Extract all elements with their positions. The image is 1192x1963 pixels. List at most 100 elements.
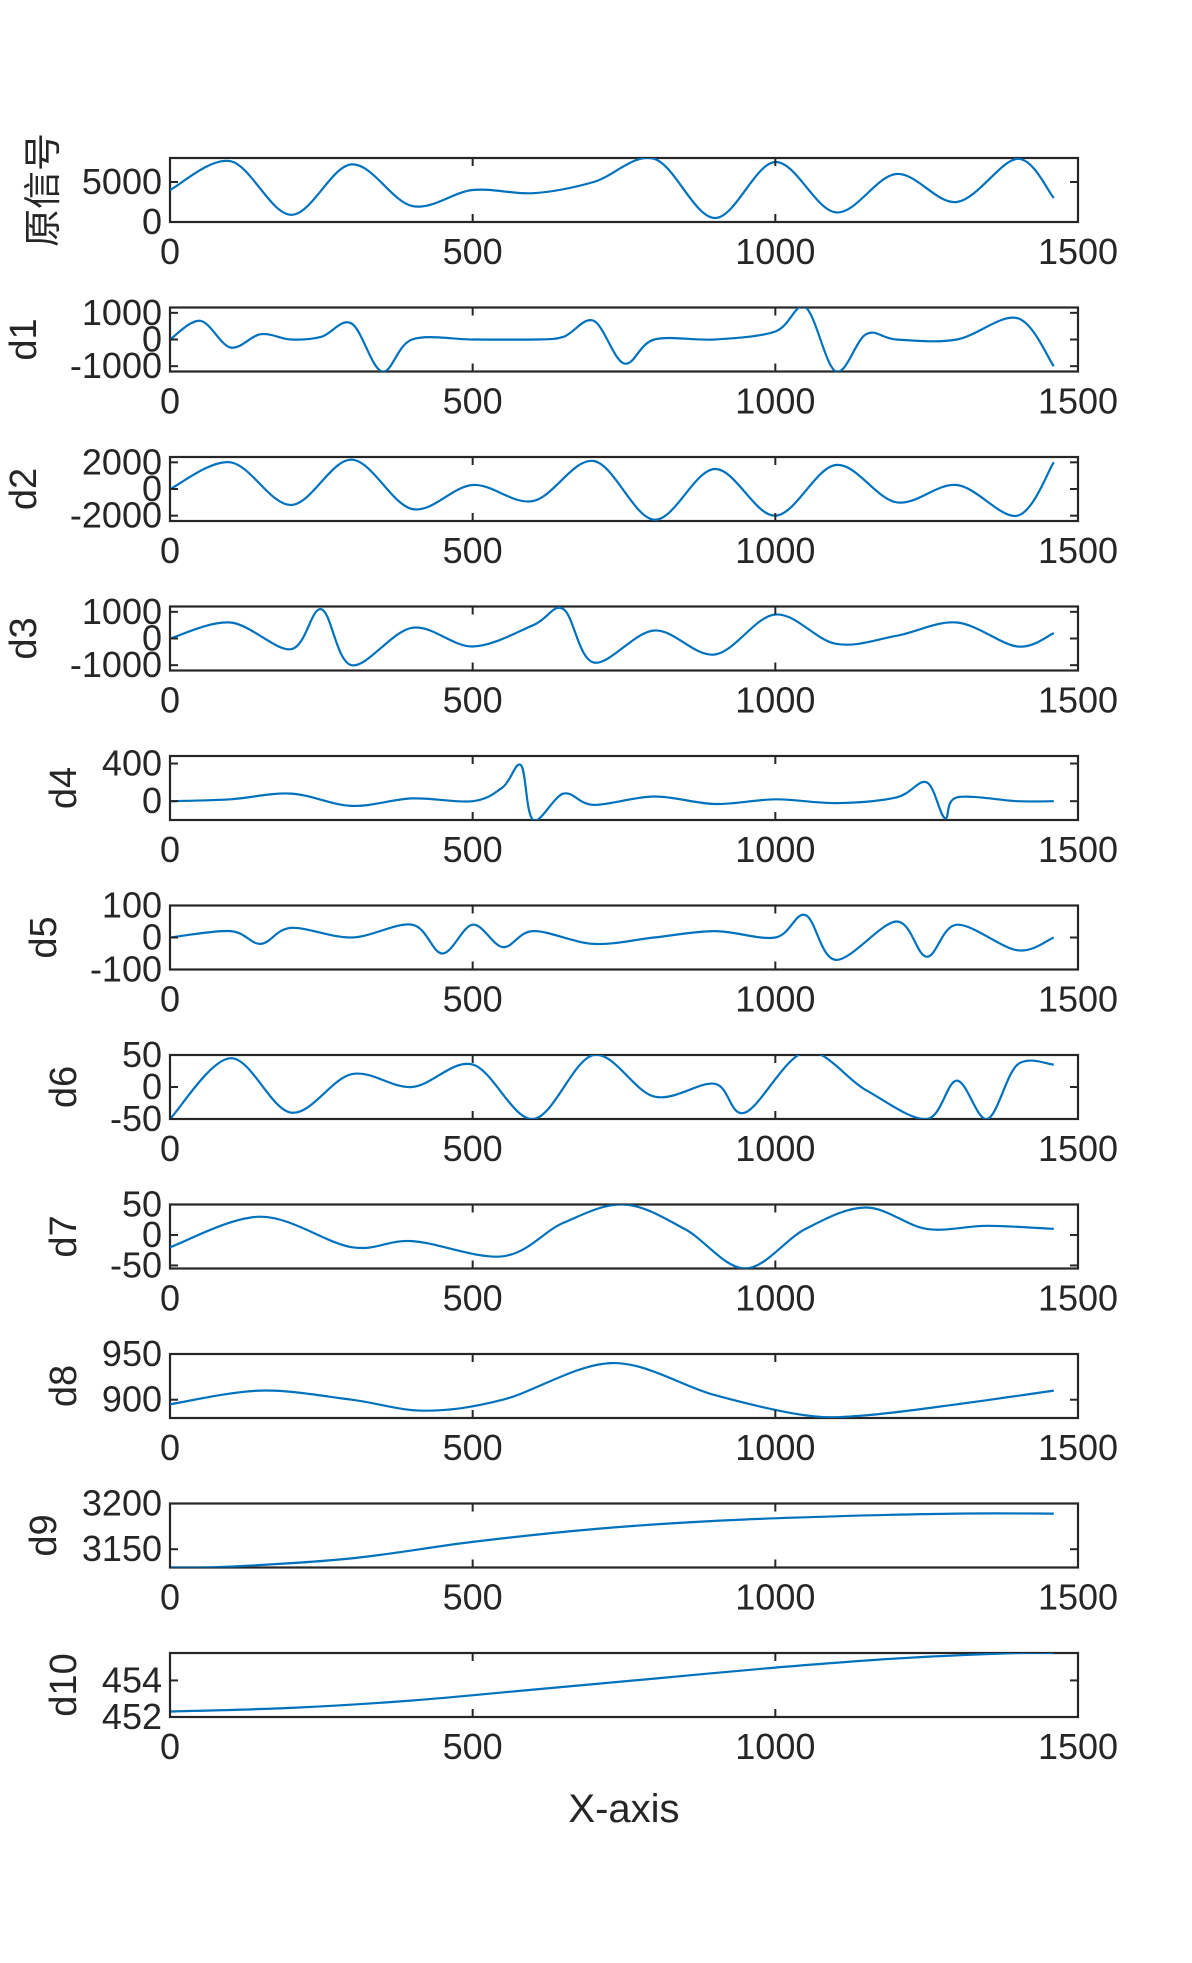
x-tick-label: 500 [443,829,503,870]
y-tick-label: 0 [142,1214,162,1255]
x-tick-label: 1000 [735,1278,815,1319]
x-tick-label: 1000 [735,1577,815,1618]
x-tick-label: 0 [160,530,180,571]
x-tick-label: 500 [443,680,503,721]
y-tick-label: -50 [110,1098,162,1139]
y-axis-label: 原信号 [23,133,65,247]
x-tick-label: 1500 [1038,1726,1118,1767]
x-tick-label: 500 [443,979,503,1020]
x-tick-label: 500 [443,1577,503,1618]
y-tick-label: 400 [102,743,162,784]
x-tick-label: 0 [160,231,180,272]
axes-box [168,754,1080,822]
series-line [170,458,1055,521]
x-tick-label: 1500 [1038,1128,1118,1169]
axes-box [168,455,1080,523]
y-axis-label: d7 [43,1215,85,1257]
x-tick-label: 1500 [1038,829,1118,870]
x-tick-label: 0 [160,381,180,422]
series-line [170,1361,1054,1418]
x-tick-label: 1500 [1038,680,1118,721]
axes-box [168,1053,1080,1121]
y-tick-label: -1000 [70,644,162,685]
x-tick-label: 500 [443,1427,503,1468]
x-tick-label: 1000 [735,1726,815,1767]
series-line [170,1055,1054,1119]
y-tick-label: 950 [102,1333,162,1374]
y-tick-label: 5000 [82,161,162,202]
y-axis-label: d6 [43,1066,85,1108]
x-tick-label: 0 [160,680,180,721]
series-line [170,1204,1054,1269]
y-tick-label: 0 [142,780,162,821]
series-line [170,763,1054,820]
x-tick-label: 1000 [735,381,815,422]
x-tick-label: 1000 [735,231,815,272]
x-tick-label: 1000 [735,530,815,571]
x-tick-label: 1000 [735,1128,815,1169]
y-tick-label: 0 [142,917,162,958]
y-tick-label: 0 [142,468,162,509]
x-tick-label: 500 [443,231,503,272]
axes-box [168,904,1080,971]
y-axis-label: d9 [23,1514,65,1556]
series-line [170,606,1055,667]
x-tick-label: 1000 [735,979,815,1020]
y-tick-label: 900 [102,1379,162,1420]
y-axis-label: d8 [43,1365,85,1407]
x-tick-label: 500 [443,530,503,571]
x-tick-label: 1500 [1038,1278,1118,1319]
x-tick-label: 500 [443,1726,503,1767]
series-line [170,913,1055,962]
x-tick-label: 1000 [735,829,815,870]
x-axis-label: X-axis [568,1787,679,1831]
x-tick-label: 1500 [1038,530,1118,571]
y-tick-label: 50 [122,1034,162,1075]
series-line [170,158,1055,220]
series-line [170,307,1055,372]
y-tick-label: -50 [110,1244,162,1285]
y-tick-label: 0 [142,1066,162,1107]
y-axis-label: d4 [43,767,85,809]
y-tick-label: 0 [142,201,162,242]
axes-box [168,605,1080,672]
y-tick-label: 454 [102,1659,162,1700]
x-tick-label: 1500 [1038,979,1118,1020]
y-tick-label: 3150 [82,1528,162,1569]
x-tick-label: 500 [443,381,503,422]
x-tick-label: 0 [160,1577,180,1618]
x-tick-label: 1000 [735,680,815,721]
x-tick-label: 0 [160,829,180,870]
x-tick-label: 500 [443,1128,503,1169]
y-axis-label: d5 [23,916,65,958]
x-tick-label: 0 [160,1726,180,1767]
y-axis-label: d10 [43,1653,85,1716]
x-tick-label: 1500 [1038,1577,1118,1618]
x-tick-label: 500 [443,1278,503,1319]
y-tick-label: 3200 [82,1483,162,1524]
subplot-9: 0 500 1000 1500 900 950 d8 [43,1333,1118,1468]
x-tick-label: 1000 [735,1427,815,1468]
y-axis-label: d2 [3,468,45,510]
x-tick-label: 0 [160,1278,180,1319]
y-tick-label: -100 [90,949,162,990]
series-line [170,1512,1054,1568]
x-tick-label: 0 [160,979,180,1020]
y-tick-label: 100 [102,885,162,926]
x-tick-label: 0 [160,1427,180,1468]
y-axis-label: d3 [3,617,45,659]
y-tick-label: 2000 [82,441,162,482]
y-tick-label: 452 [102,1696,162,1737]
y-axis-label: d1 [3,318,45,360]
y-tick-label: 0 [142,618,162,659]
